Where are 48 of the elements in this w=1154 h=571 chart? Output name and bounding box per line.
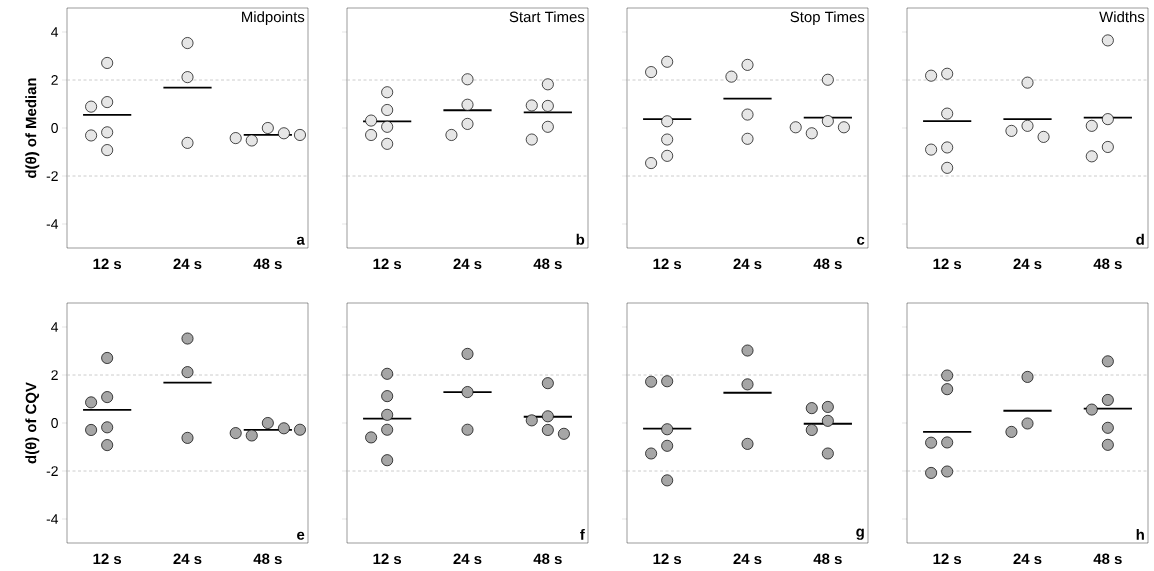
x-tick-label: 24 s bbox=[173, 553, 202, 565]
y-tick-label: 4 bbox=[51, 27, 59, 37]
y-tick-label: -2 bbox=[46, 171, 58, 181]
annotation: f bbox=[580, 528, 585, 540]
y-tick-label: 0 bbox=[51, 418, 58, 428]
x-tick-label: 12 s bbox=[373, 553, 402, 565]
x-tick-label: 48 s bbox=[533, 553, 562, 565]
annotation: a bbox=[296, 236, 305, 245]
x-tick-label: 24 s bbox=[733, 258, 762, 270]
x-tick-label: 48 s bbox=[1093, 553, 1122, 565]
x-tick-label: 12 s bbox=[93, 258, 122, 270]
chart-title: Start Times bbox=[509, 11, 585, 23]
y-tick-label: -4 bbox=[46, 514, 59, 524]
x-tick-label: 24 s bbox=[453, 258, 482, 270]
annotation: d bbox=[1136, 233, 1144, 245]
annotation: h bbox=[1136, 528, 1144, 540]
chart-title: Widths bbox=[1099, 11, 1145, 23]
x-tick-label: 48 s bbox=[253, 258, 282, 270]
x-tick-label: 12 s bbox=[653, 553, 682, 565]
x-tick-label: 24 s bbox=[453, 553, 482, 565]
x-tick-label: 12 s bbox=[653, 258, 682, 270]
x-tick-label: 24 s bbox=[1013, 553, 1042, 565]
x-tick-label: 48 s bbox=[813, 553, 842, 565]
x-tick-label: 12 s bbox=[93, 553, 122, 565]
x-tick-label: 24 s bbox=[1013, 258, 1042, 270]
x-tick-label: 12 s bbox=[933, 553, 962, 565]
x-tick-label: 48 s bbox=[253, 553, 282, 565]
x-tick-label: 12 s bbox=[373, 258, 402, 270]
x-tick-label: 12 s bbox=[933, 258, 962, 270]
y-tick-label: 0 bbox=[51, 123, 58, 133]
annotation: g bbox=[856, 528, 864, 540]
y-axis-title: d(θ) of CQV bbox=[25, 382, 40, 464]
y-tick-label: 4 bbox=[51, 322, 59, 332]
chart-title: Stop Times bbox=[790, 11, 865, 26]
x-tick-label: 48 s bbox=[1093, 258, 1122, 270]
x-tick-label: 48 s bbox=[533, 258, 562, 270]
annotation: b bbox=[576, 233, 585, 245]
x-tick-label: 48 s bbox=[813, 258, 842, 270]
y-tick-label: -2 bbox=[46, 466, 58, 476]
chart-title: Midpoints bbox=[242, 11, 305, 26]
y-axis-title: d(θ) of Median bbox=[25, 78, 40, 178]
annotation: c bbox=[857, 236, 865, 245]
x-tick-label: 24 s bbox=[733, 553, 762, 565]
y-tick-label: -4 bbox=[46, 219, 59, 229]
y-tick-label: 2 bbox=[51, 370, 58, 380]
annotation: e bbox=[297, 531, 305, 540]
y-tick-label: 2 bbox=[51, 75, 58, 85]
x-tick-label: 24 s bbox=[173, 258, 202, 270]
